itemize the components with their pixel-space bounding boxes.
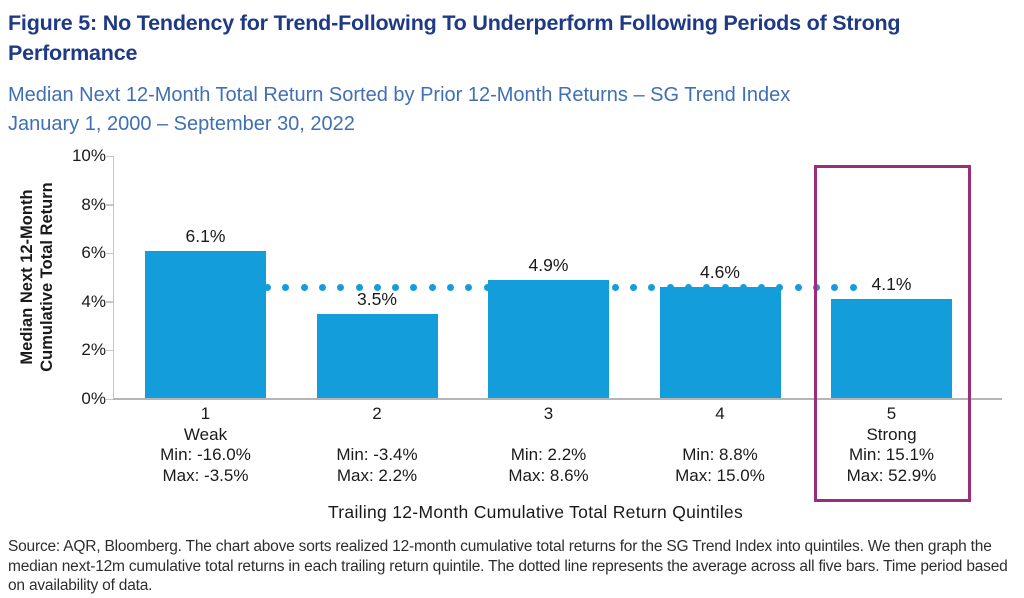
average-line-dot bbox=[447, 283, 454, 291]
cat-tag bbox=[459, 425, 639, 446]
bar-value-label: 4.6% bbox=[700, 262, 740, 283]
cat-num: 3 bbox=[543, 404, 554, 423]
y-axis-title-line2: Cumulative Total Return bbox=[37, 182, 56, 372]
cat-max: Max: 2.2% bbox=[336, 465, 418, 485]
category-label-3: 3 Min: 2.2% Max: 8.6% bbox=[459, 404, 639, 486]
average-line-dot bbox=[611, 283, 619, 291]
category-label-5: 5 Strong Min: 15.1% Max: 52.9% bbox=[802, 404, 982, 486]
cat-max: Max: 8.6% bbox=[508, 465, 589, 485]
bar-value-label: 6.1% bbox=[185, 225, 226, 246]
average-line-dot bbox=[794, 283, 802, 291]
y-tick-label: 6% bbox=[81, 243, 106, 263]
y-tick-label: 10% bbox=[71, 146, 106, 165]
cat-num: 5 bbox=[886, 404, 897, 423]
average-line-dot bbox=[300, 283, 308, 291]
figure-title: Figure 5: No Tendency for Trend-Followin… bbox=[8, 11, 901, 65]
category-label-1: 1 Weak Min: -16.0% Max: -3.5% bbox=[116, 404, 296, 486]
cat-max: Max: 52.9% bbox=[846, 465, 937, 485]
bar-quintile-1 bbox=[145, 250, 266, 399]
cat-min: Min: 2.2% bbox=[510, 445, 587, 464]
cat-tag bbox=[287, 425, 467, 446]
highlight-box-strong-quintile bbox=[814, 165, 971, 502]
average-line-dot bbox=[264, 283, 271, 291]
source-note: Source: AQR, Bloomberg. The chart above … bbox=[8, 538, 1008, 594]
average-line-dot bbox=[428, 283, 436, 291]
bar-value-label: 3.5% bbox=[357, 288, 397, 309]
cat-num: 4 bbox=[715, 404, 725, 423]
average-line-dot bbox=[849, 283, 857, 291]
cat-num: 2 bbox=[372, 404, 382, 423]
bar-value-label: 4.1% bbox=[871, 274, 912, 295]
average-line-dot bbox=[630, 283, 637, 291]
average-line-dot bbox=[483, 283, 491, 291]
average-line-dot bbox=[373, 283, 381, 291]
bar-quintile-3 bbox=[488, 279, 609, 399]
average-line-dot bbox=[648, 283, 656, 291]
cat-max: Max: -3.5% bbox=[162, 465, 249, 485]
bar-quintile-2 bbox=[316, 313, 438, 399]
average-line-dot bbox=[355, 283, 363, 291]
average-line-dot bbox=[337, 283, 345, 291]
y-axis-line bbox=[113, 156, 114, 399]
cat-min: Min: 8.8% bbox=[682, 445, 758, 464]
average-line-dot bbox=[410, 283, 418, 291]
cat-num: 1 bbox=[200, 404, 211, 423]
category-label-2: 2 Min: -3.4% Max: 2.2% bbox=[287, 404, 467, 486]
cat-min: Min: -16.0% bbox=[160, 445, 251, 464]
x-axis-line bbox=[113, 397, 1002, 400]
cat-tag: Strong bbox=[866, 424, 917, 444]
cat-max: Max: 15.0% bbox=[675, 465, 765, 485]
y-tick-mark bbox=[106, 398, 113, 400]
bar-value-label: 4.9% bbox=[528, 254, 569, 275]
y-tick-mark bbox=[106, 301, 113, 303]
y-tick-label: 4% bbox=[81, 291, 106, 311]
average-line-dot bbox=[318, 283, 326, 291]
average-line-dot bbox=[282, 283, 290, 291]
x-axis-title: Trailing 12-Month Cumulative Total Retur… bbox=[327, 502, 744, 522]
cat-tag bbox=[630, 425, 810, 446]
y-tick-label: 0% bbox=[81, 389, 106, 408]
bar-quintile-4 bbox=[659, 287, 781, 399]
cat-tag: Weak bbox=[183, 424, 228, 444]
cat-min: Min: -3.4% bbox=[336, 445, 418, 464]
y-tick-mark bbox=[106, 349, 113, 352]
y-tick-mark bbox=[106, 155, 113, 157]
cat-min: Min: 15.1% bbox=[848, 445, 935, 464]
category-label-4: 4 Min: 8.8% Max: 15.0% bbox=[630, 404, 810, 486]
y-axis-title: Median Next 12-Month Cumulative Total Re… bbox=[18, 152, 58, 402]
y-axis-title-line1: Median Next 12-Month bbox=[18, 189, 36, 365]
average-line-dot bbox=[465, 283, 473, 291]
y-tick-mark bbox=[106, 204, 113, 206]
average-line-dot bbox=[831, 283, 839, 291]
average-line-dot bbox=[392, 283, 400, 291]
y-tick-label: 8% bbox=[81, 194, 106, 214]
y-tick-label: 2% bbox=[81, 340, 106, 360]
figure-subtitle: Median Next 12-Month Total Return Sorted… bbox=[8, 84, 791, 106]
figure-date-range: January 1, 2000 – September 30, 2022 bbox=[8, 113, 355, 135]
y-tick-mark bbox=[106, 252, 113, 255]
bar-quintile-5 bbox=[831, 299, 952, 399]
